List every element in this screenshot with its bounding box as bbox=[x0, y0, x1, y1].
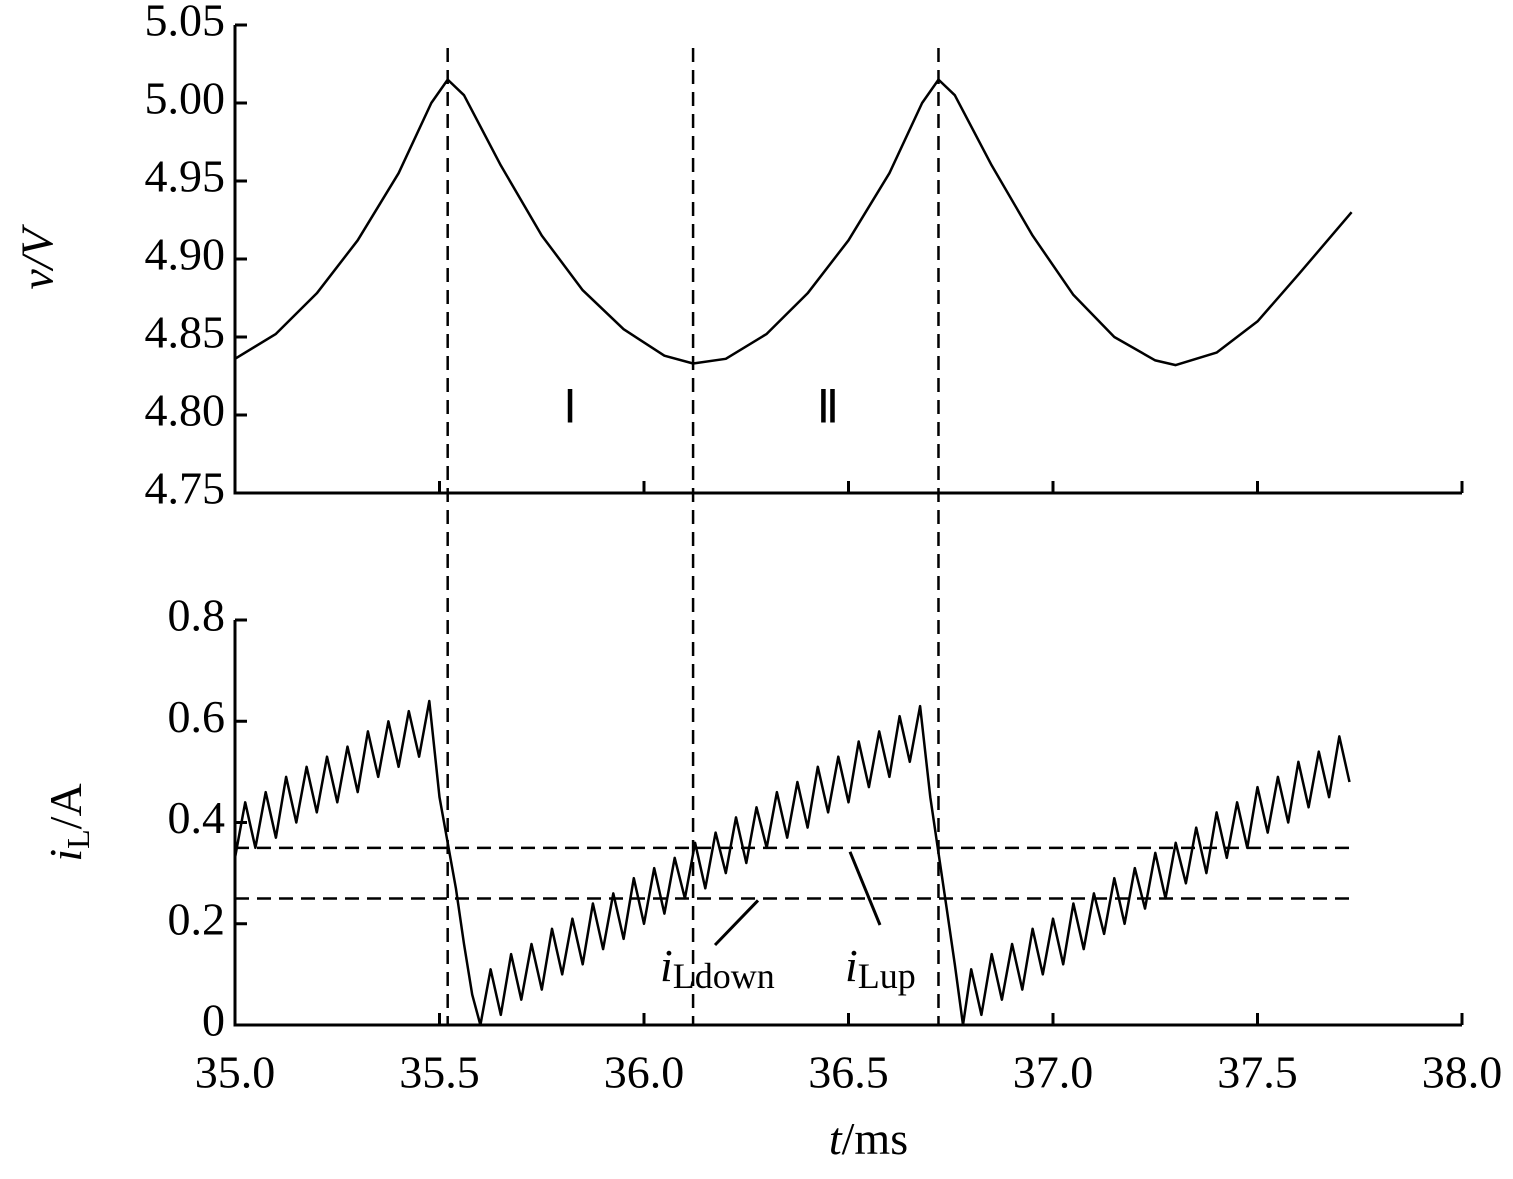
region-label: Ⅱ bbox=[817, 382, 840, 433]
y-tick-label: 4.80 bbox=[145, 385, 226, 436]
y-tick-label: 0 bbox=[202, 995, 225, 1046]
x-tick-label: 37.5 bbox=[1217, 1047, 1298, 1098]
y-label-rest: /A bbox=[40, 783, 91, 829]
y-tick-label: 4.90 bbox=[145, 229, 226, 280]
x-tick-label: 36.5 bbox=[808, 1047, 889, 1098]
annotation-sub: Lup bbox=[858, 956, 916, 996]
y-label-main: i bbox=[40, 849, 91, 862]
x-tick-label: 35.5 bbox=[399, 1047, 480, 1098]
y-axis-label: v/V bbox=[12, 223, 63, 289]
annotation: iLdown bbox=[660, 940, 775, 997]
y-axis-label: iL/A bbox=[40, 783, 97, 861]
data-line bbox=[234, 78, 1353, 367]
x-tick-label: 36.0 bbox=[604, 1047, 685, 1098]
data-line bbox=[233, 699, 1351, 1027]
axes bbox=[233, 25, 1462, 495]
y-tick-label: 5.00 bbox=[145, 73, 226, 124]
annotation-main: i bbox=[660, 940, 673, 991]
x-tick-label: 35.0 bbox=[195, 1047, 276, 1098]
x-axis-label: t/ms bbox=[829, 1113, 908, 1164]
y-tick-label: 5.05 bbox=[145, 0, 226, 46]
y-tick-label: 0.8 bbox=[168, 590, 226, 641]
x-label-rest: /ms bbox=[842, 1113, 908, 1164]
y-label-sub: L bbox=[60, 829, 96, 849]
annotation-leader bbox=[713, 899, 760, 947]
annotation-leader bbox=[848, 851, 882, 926]
y-tick-label: 4.75 bbox=[145, 463, 226, 514]
y-tick-label: 0.2 bbox=[168, 893, 226, 944]
x-label-main: t bbox=[829, 1113, 843, 1164]
y-tick-label: 4.95 bbox=[145, 151, 226, 202]
y-tick-label: 0.4 bbox=[168, 792, 226, 843]
annotation-sub: Ldown bbox=[673, 956, 775, 996]
annotation-main: i bbox=[845, 940, 858, 991]
region-label: Ⅰ bbox=[563, 382, 577, 433]
y-tick-label: 0.6 bbox=[168, 691, 226, 742]
annotation: iLup bbox=[845, 940, 916, 997]
y-tick-label: 4.85 bbox=[145, 307, 226, 358]
x-tick-label: 38.0 bbox=[1422, 1047, 1503, 1098]
x-tick-label: 37.0 bbox=[1013, 1047, 1094, 1098]
